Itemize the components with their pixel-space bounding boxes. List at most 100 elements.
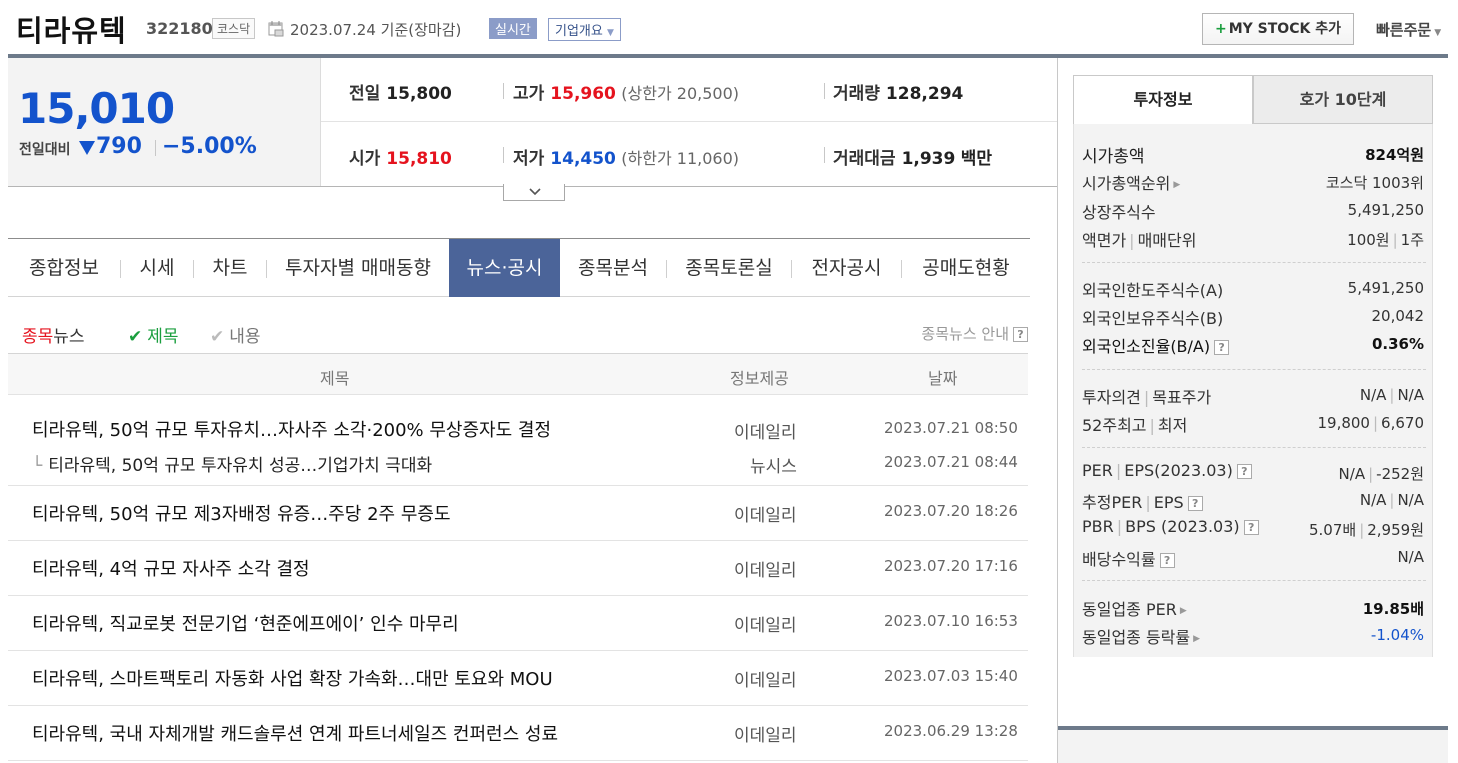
news-title-link[interactable]: 티라유텍, 50억 규모 제3자배정 유증…주당 2주 무증도 <box>32 504 451 525</box>
header-title: 제목 <box>320 369 350 388</box>
tab-invest-info[interactable]: 투자정보 <box>1073 75 1253 124</box>
tab-orderbook[interactable]: 호가 10단계 <box>1253 75 1433 124</box>
stock-news-heading-red: 종목 <box>22 327 54 347</box>
news-provider: 이데일리 <box>734 726 797 746</box>
main-tabs: 종합정보 시세 차트 투자자별 매매동향 뉴스·공시 종목분석 종목토론실 전자… <box>8 238 1030 297</box>
market-cap-rank-label-text: 시가총액순위 <box>1082 174 1171 193</box>
low52-label: 최저 <box>1157 416 1188 435</box>
change-rate: −5.00% <box>162 134 257 159</box>
plus-icon: + <box>1215 21 1227 37</box>
market-cap-value: 824억원 <box>1365 146 1424 164</box>
divider <box>321 121 1058 122</box>
high52-value: 19,800 <box>1317 414 1370 432</box>
divider <box>503 147 504 163</box>
add-my-stock-button[interactable]: + MY STOCK 추가 <box>1202 13 1354 45</box>
company-overview-dropdown[interactable]: 기업개요 ▼ <box>548 18 621 41</box>
help-icon[interactable]: ? <box>1214 340 1230 355</box>
news-title-link[interactable]: 티라유텍, 4억 규모 자사주 소각 결정 <box>32 559 310 580</box>
sector-per-row[interactable]: 동일업종 PER ▶ 19.85배 <box>1082 596 1424 622</box>
foreign-ratio-label: 외국인소진율(B/A)? <box>1082 333 1230 357</box>
foreign-ratio-value: 0.36% <box>1371 335 1424 353</box>
tab-disclosure[interactable]: 전자공시 <box>811 257 882 279</box>
est-eps-value: N/A <box>1397 491 1424 509</box>
divider: | <box>1372 414 1379 432</box>
expand-button[interactable] <box>503 184 565 201</box>
news-date: 2023.07.21 08:44 <box>884 453 1018 471</box>
panel-divider <box>1058 726 1448 730</box>
news-title-link[interactable]: 티라유텍, 직교로봇 전문기업 ‘현준에프에이’ 인수 마무리 <box>32 614 459 635</box>
foreign-ratio-row: 외국인소진율(B/A)? 0.36% <box>1082 333 1424 359</box>
tab-analysis[interactable]: 종목분석 <box>578 257 648 279</box>
news-provider: 이데일리 <box>734 561 797 581</box>
news-title-link[interactable]: 티라유텍, 50억 규모 투자유치…자사주 소각·200% 무상증자도 결정 <box>32 420 552 441</box>
week52-label: 52주최고 | 최저 <box>1082 412 1187 436</box>
est-per-label: 추정PER | EPS? <box>1082 489 1203 513</box>
quick-order-label: 빠른주문 <box>1376 21 1432 39</box>
tab-investor-trading[interactable]: 투자자별 매매동향 <box>285 257 431 279</box>
news-date: 2023.07.20 17:16 <box>884 557 1018 575</box>
help-icon[interactable]: ? <box>1243 520 1259 535</box>
par-label: 액면가 <box>1082 231 1127 250</box>
chevron-down-icon: ▼ <box>606 28 614 38</box>
per-label: PER | EPS(2023.03)? <box>1082 461 1252 480</box>
filter-title-option[interactable]: ✔ 제목 <box>128 322 179 347</box>
header-provider: 정보제공 <box>730 369 789 388</box>
divider: | <box>1145 493 1151 512</box>
help-icon[interactable]: ? <box>1159 553 1175 568</box>
news-title-link[interactable]: 티라유텍, 국내 자체개발 캐드솔루션 연계 파트너세일즈 컨퍼런스 성료 <box>32 724 559 745</box>
amount-unit: 백만 <box>960 149 993 169</box>
market-cap-row: 시가총액 824억원 <box>1082 142 1424 168</box>
foreign-limit-label: 외국인한도주식수(A) <box>1082 281 1224 300</box>
tab-chart[interactable]: 차트 <box>212 257 248 279</box>
divider: | <box>1359 521 1365 539</box>
chevron-down-icon <box>529 188 541 196</box>
divider: | <box>1389 491 1395 509</box>
realtime-button[interactable]: 실시간 <box>489 18 537 39</box>
est-eps-label: EPS <box>1153 493 1184 512</box>
market-cap-rank-row[interactable]: 시가총액순위 ▶ 코스닥 1003위 <box>1082 170 1424 196</box>
news-date: 2023.07.10 16:53 <box>884 612 1018 630</box>
tab-discussion[interactable]: 종목토론실 <box>685 257 773 279</box>
dividend-row: 배당수익률? N/A <box>1082 546 1424 572</box>
market-badge: 코스닥 <box>212 18 256 39</box>
chevron-down-icon: ▼ <box>1434 28 1442 38</box>
low52-value: 6,670 <box>1381 414 1424 432</box>
tab-news[interactable]: 뉴스·공시 <box>449 239 560 297</box>
amount-value: 1,939 <box>901 149 956 169</box>
stock-news-guide[interactable]: 종목뉴스 안내? <box>921 323 1028 344</box>
unit-label: 매매단위 <box>1137 231 1197 250</box>
divider <box>193 260 194 278</box>
news-provider: 이데일리 <box>734 671 797 691</box>
divider <box>120 260 121 278</box>
news-title-link[interactable]: 티라유텍, 스마트팩토리 자동화 사업 확장 가속화…대만 토요와 MOU <box>32 669 553 690</box>
open-label: 시가 <box>349 149 381 169</box>
listed-shares-value: 5,491,250 <box>1347 201 1424 219</box>
quick-order-dropdown[interactable]: 빠른주문 ▼ <box>1376 19 1441 40</box>
help-icon: ? <box>1013 327 1028 342</box>
tab-short-selling[interactable]: 공매도현황 <box>922 257 1010 279</box>
down-arrow-icon <box>79 141 95 155</box>
sector-rate-row[interactable]: 동일업종 등락률 ▶ -1.04% <box>1082 624 1424 650</box>
volume-label: 거래량 <box>833 84 880 104</box>
help-icon[interactable]: ? <box>1187 496 1203 511</box>
open-value: 15,810 <box>386 149 452 169</box>
stock-code: 322180 <box>146 19 213 38</box>
help-icon[interactable]: ? <box>1236 464 1252 479</box>
news-date: 2023.06.29 13:28 <box>884 722 1018 740</box>
filter-content-option[interactable]: ✔ 내용 <box>210 322 261 347</box>
lower-limit: (하한가 11,060) <box>621 149 740 168</box>
divider <box>1082 580 1426 581</box>
divider: | <box>1368 465 1374 483</box>
divider <box>1082 262 1426 263</box>
opinion-row: 투자의견 | 목표주가 N/A | N/A <box>1082 384 1424 410</box>
opinion-label: 투자의견 | 목표주가 <box>1082 384 1211 408</box>
tab-quote[interactable]: 시세 <box>139 257 175 279</box>
divider <box>1082 369 1426 370</box>
news-title-link[interactable]: 티라유텍, 50억 규모 투자유치 성공…기업가치 극대화 <box>48 456 433 476</box>
news-provider: 이데일리 <box>734 506 797 526</box>
tab-overview[interactable]: 종합정보 <box>29 257 99 279</box>
low-label: 저가 <box>513 149 545 169</box>
price-stats: 전일 15,800 고가 15,960 (상한가 20,500) 거래량 128,29… <box>321 58 1058 186</box>
table-row: 티라유텍, 직교로봇 전문기업 ‘현준에프에이’ 인수 마무리 이데일리 202… <box>8 596 1028 651</box>
related-news: └ 티라유텍, 50억 규모 투자유치 성공…기업가치 극대화 <box>32 451 432 476</box>
